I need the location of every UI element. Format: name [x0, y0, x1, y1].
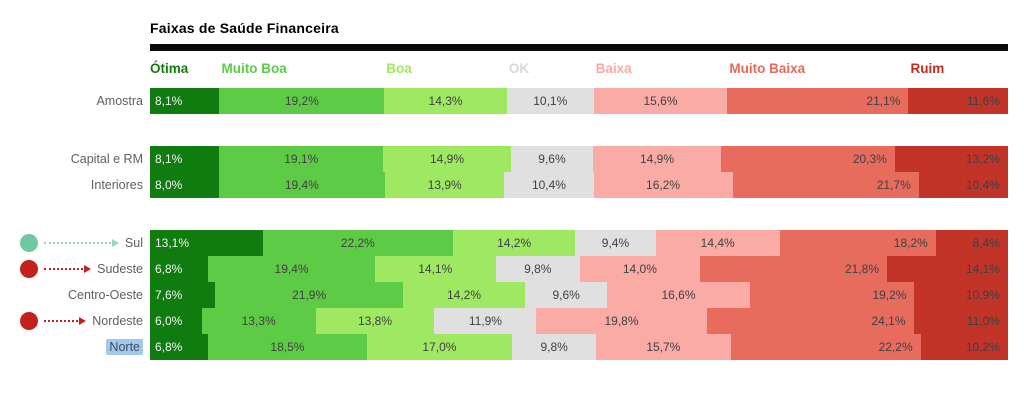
bar-segment-norte-muito-boa[interactable]: 18,5% — [208, 334, 367, 360]
annotation-dot-sudeste — [20, 260, 38, 278]
bar-segment-sudeste-muito-baixa[interactable]: 21,8% — [699, 256, 887, 282]
bar-segment-norte-muito-baixa[interactable]: 22,2% — [730, 334, 921, 360]
row-label-nordeste[interactable]: Nordeste — [92, 314, 143, 328]
bar-segment-interiores-otima[interactable]: 8,0% — [150, 172, 219, 198]
bar-segment-capital-e-rm-boa[interactable]: 14,9% — [383, 146, 511, 172]
bar-segment-nordeste-boa[interactable]: 13,8% — [315, 308, 435, 334]
chart-title: Faixas de Saúde Financeira — [150, 20, 339, 36]
bar-segment-centro-oeste-muito-baixa[interactable]: 19,2% — [749, 282, 915, 308]
bar-row-centro-oeste: Centro-Oeste 7,6% 21,9% 14,2% 9,6% 16,6% 19,2%… — [0, 282, 1024, 308]
bar-segment-interiores-muito-baixa[interactable]: 21,7% — [732, 172, 919, 198]
bar-segment-capital-e-rm-baixa[interactable]: 14,9% — [593, 146, 721, 172]
bar-segment-sul-ok[interactable]: 9,4% — [575, 230, 656, 256]
bar-segment-amostra-otima[interactable]: 8,1% — [150, 88, 220, 114]
bar-row-nordeste: Nordeste 6,0% 13,3% 13,8% 11,9% 19,8% 24,1% 11,… — [0, 308, 1024, 334]
bar-segment-interiores-muito-boa[interactable]: 19,4% — [218, 172, 386, 198]
bar-segment-sul-muito-baixa[interactable]: 18,2% — [779, 230, 936, 256]
annotation-arrow-head-sudeste — [84, 265, 91, 273]
bar-segment-amostra-boa[interactable]: 14,3% — [384, 88, 507, 114]
bar-segment-interiores-ok[interactable]: 10,4% — [504, 172, 594, 198]
row-label-centro-oeste[interactable]: Centro-Oeste — [67, 288, 143, 302]
bar-segment-nordeste-ruim[interactable]: 11,0% — [913, 308, 1008, 334]
bar-row-amostra: Amostra 8,1% 19,2% 14,3% 10,1% 15,6% 21,1% 11,6… — [0, 88, 1024, 114]
bar-segment-sul-boa[interactable]: 14,2% — [453, 230, 576, 256]
bar-segment-sudeste-baixa[interactable]: 14,0% — [579, 256, 700, 282]
bar-segment-sudeste-boa[interactable]: 14,1% — [374, 256, 496, 282]
bar-segment-norte-ok[interactable]: 9,8% — [512, 334, 597, 360]
bar-row-capital-e-rm: Capital e RM 8,1% 19,1% 14,9% 9,6% 14,9% 20,3%… — [0, 146, 1024, 172]
column-header-ruim: Ruim — [910, 61, 945, 76]
bar-segment-norte-ruim[interactable]: 10,2% — [920, 334, 1008, 360]
bar-segment-sudeste-muito-boa[interactable]: 19,4% — [208, 256, 375, 282]
bar-segment-sudeste-ruim[interactable]: 14,1% — [887, 256, 1008, 282]
bar-segment-capital-e-rm-ruim[interactable]: 13,2% — [894, 146, 1008, 172]
row-label-sul[interactable]: Sul — [124, 236, 143, 250]
bar-segment-sul-baixa[interactable]: 14,4% — [655, 230, 780, 256]
bar-segment-interiores-ruim[interactable]: 10,4% — [918, 172, 1008, 198]
bar-segment-sul-muito-boa[interactable]: 22,2% — [262, 230, 454, 256]
bar-row-sul: Sul 13,1% 22,2% 14,2% 9,4% 14,4% 18,2% 8,4% — [0, 230, 1024, 256]
column-header-boa: Boa — [386, 61, 412, 76]
bar-segment-nordeste-ok[interactable]: 11,9% — [434, 308, 537, 334]
bar-segment-nordeste-otima[interactable]: 6,0% — [150, 308, 202, 334]
bar-segment-amostra-baixa[interactable]: 15,6% — [593, 88, 728, 114]
bar-segment-capital-e-rm-ok[interactable]: 9,6% — [510, 146, 594, 172]
row-label-sudeste[interactable]: Sudeste — [97, 262, 143, 276]
bar-segment-amostra-muito-baixa[interactable]: 21,1% — [727, 88, 909, 114]
bar-row-norte: Norte 6,8% 18,5% 17,0% 9,8% 15,7% 22,2% 10,2% — [0, 334, 1024, 360]
bar-segment-interiores-boa[interactable]: 13,9% — [385, 172, 505, 198]
annotation-arrow-line-sul — [44, 242, 111, 244]
bar-segment-centro-oeste-boa[interactable]: 14,2% — [403, 282, 525, 308]
bar-segment-sudeste-ok[interactable]: 9,8% — [495, 256, 580, 282]
bar-segment-interiores-baixa[interactable]: 16,2% — [593, 172, 733, 198]
title-underline-bar — [150, 44, 1008, 51]
bar-segment-nordeste-muito-baixa[interactable]: 24,1% — [706, 308, 914, 334]
bar-segment-amostra-ruim[interactable]: 11,6% — [908, 88, 1008, 114]
bar-segment-norte-boa[interactable]: 17,0% — [366, 334, 513, 360]
annotation-dot-sul — [20, 234, 38, 252]
column-header-ok: OK — [508, 61, 530, 76]
row-label-capital-e-rm[interactable]: Capital e RM — [70, 152, 143, 166]
bar-segment-centro-oeste-otima[interactable]: 7,6% — [150, 282, 216, 308]
bar-segment-capital-e-rm-muito-baixa[interactable]: 20,3% — [720, 146, 895, 172]
annotation-arrow-line-sudeste — [44, 268, 83, 270]
bar-segment-centro-oeste-baixa[interactable]: 16,6% — [607, 282, 750, 308]
bar-row-interiores: Interiores 8,0% 19,4% 13,9% 10,4% 16,2% 21,7% 1… — [0, 172, 1024, 198]
bar-segment-sudeste-otima[interactable]: 6,8% — [150, 256, 209, 282]
annotation-arrow-head-nordeste — [79, 317, 86, 325]
column-header-muito-baixa: Muito Baixa — [729, 61, 806, 76]
bar-segment-norte-baixa[interactable]: 15,7% — [596, 334, 731, 360]
annotation-arrow-line-nordeste — [44, 320, 78, 322]
column-header-muito-boa: Muito Boa — [221, 61, 287, 76]
row-label-interiores[interactable]: Interiores — [90, 178, 143, 192]
bar-segment-nordeste-baixa[interactable]: 19,8% — [536, 308, 707, 334]
bar-segment-amostra-ok[interactable]: 10,1% — [506, 88, 594, 114]
bar-segment-centro-oeste-muito-boa[interactable]: 21,9% — [215, 282, 404, 308]
bar-segment-centro-oeste-ruim[interactable]: 10,9% — [914, 282, 1008, 308]
bar-segment-sul-ruim[interactable]: 8,4% — [935, 230, 1008, 256]
row-label-amostra[interactable]: Amostra — [96, 94, 143, 108]
bar-row-sudeste: Sudeste 6,8% 19,4% 14,1% 9,8% 14,0% 21,8% 14,1% — [0, 256, 1024, 282]
bar-segment-amostra-muito-boa[interactable]: 19,2% — [219, 88, 385, 114]
annotation-arrow-head-sul — [112, 239, 119, 247]
bar-segment-sul-otima[interactable]: 13,1% — [150, 230, 263, 256]
bar-segment-norte-otima[interactable]: 6,8% — [150, 334, 209, 360]
row-label-norte[interactable]: Norte — [0, 334, 143, 360]
bar-segment-nordeste-muito-boa[interactable]: 13,3% — [201, 308, 316, 334]
bar-segment-capital-e-rm-muito-boa[interactable]: 19,1% — [219, 146, 384, 172]
column-header-otima: Ótima — [150, 61, 189, 76]
column-header-baixa: Baixa — [595, 61, 632, 76]
annotation-dot-nordeste — [20, 312, 38, 330]
bar-segment-centro-oeste-ok[interactable]: 9,6% — [524, 282, 608, 308]
bar-segment-capital-e-rm-otima[interactable]: 8,1% — [150, 146, 220, 172]
